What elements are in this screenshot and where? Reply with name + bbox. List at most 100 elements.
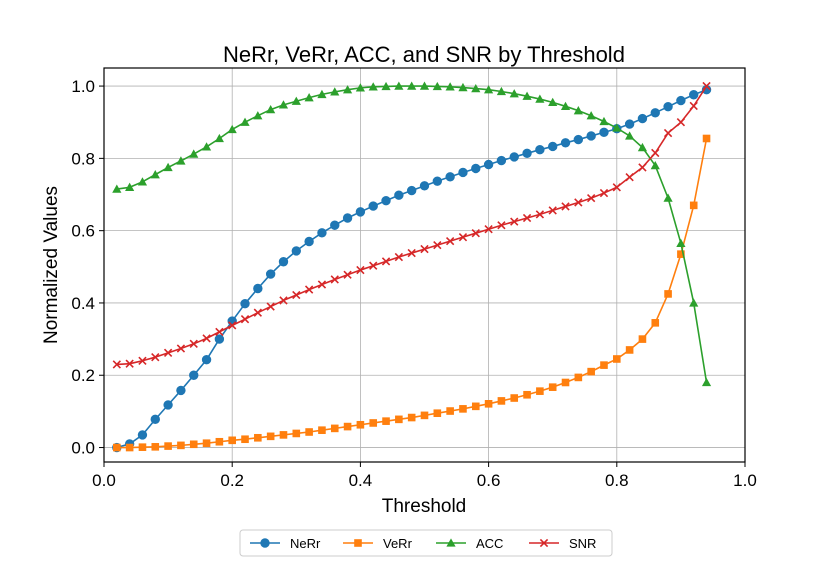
nerr-point [342, 213, 353, 223]
legend-marker [539, 538, 549, 548]
acc-point [471, 84, 481, 93]
verr-point [254, 433, 262, 442]
nerr-point [509, 152, 519, 162]
verr-point [561, 378, 570, 387]
legend-label: VeRr [383, 536, 413, 551]
nerr-point [676, 95, 686, 106]
snr-point [112, 360, 121, 369]
verr-line [116, 138, 708, 449]
verr-point [471, 402, 480, 411]
verr-point [523, 390, 531, 399]
verr-point [433, 409, 442, 418]
nerr-point [419, 181, 430, 191]
acc-point [176, 156, 186, 165]
nerr-point [522, 148, 532, 159]
snr-point [304, 285, 314, 294]
verr-point [497, 397, 506, 405]
nerr-point [137, 430, 148, 440]
legend-label: NeRr [290, 536, 321, 551]
acc-point [522, 91, 532, 100]
nerr-point [573, 134, 584, 145]
nerr-point [624, 119, 635, 129]
verr-point [125, 443, 134, 452]
nerr-point [381, 195, 391, 206]
nerr-point [265, 269, 276, 279]
snr-point [510, 217, 519, 226]
acc-point [214, 133, 224, 143]
nerr-point [637, 113, 648, 124]
verr-point [318, 426, 326, 434]
acc-point [112, 184, 122, 193]
acc-point [509, 89, 519, 98]
verr-point [138, 443, 147, 451]
nerr-point [240, 298, 250, 309]
verr-point [638, 335, 647, 343]
grid [103, 68, 746, 462]
series-snr [112, 81, 711, 369]
y-tick-label: 1.0 [71, 77, 95, 96]
nerr-point [150, 414, 160, 425]
acc-point [573, 106, 583, 115]
verr-point [266, 432, 275, 441]
snr-point [586, 193, 596, 203]
verr-point [407, 413, 416, 422]
acc-point [394, 81, 404, 90]
verr-point [305, 428, 313, 436]
snr-point [189, 339, 198, 348]
snr-point [394, 252, 404, 262]
nerr-point [548, 141, 558, 152]
verr-point [241, 435, 249, 444]
acc-point [650, 160, 660, 170]
nerr-point [394, 190, 404, 200]
snr-point [125, 359, 134, 368]
acc-point [701, 377, 712, 387]
snr-point [445, 236, 455, 246]
verr-point [164, 442, 172, 450]
nerr-point [471, 163, 481, 174]
verr-point [189, 440, 198, 449]
acc-point [484, 85, 494, 94]
snr-point [535, 210, 545, 219]
legend-box [239, 529, 613, 557]
plot-area [103, 67, 746, 463]
verr-point [202, 439, 211, 448]
snr-point [612, 183, 621, 192]
acc-point [445, 82, 455, 91]
legend-label: SNR [569, 536, 596, 551]
snr-point [292, 290, 301, 300]
nerr-point [189, 370, 199, 380]
verr-point [587, 367, 595, 376]
verr-point [459, 405, 467, 413]
acc-point [163, 162, 173, 172]
snr-point [689, 101, 698, 111]
verr-point [625, 346, 634, 354]
snr-point [471, 229, 480, 238]
acc-point [150, 170, 160, 179]
snr-point [279, 296, 288, 305]
nerr-point [496, 155, 507, 166]
y-tick-label: 0.4 [71, 294, 95, 313]
nerr-point [214, 334, 225, 344]
acc-point [266, 104, 276, 114]
verr-point [279, 431, 288, 439]
nerr-point [278, 257, 289, 267]
acc-point [548, 97, 558, 107]
snr-point [561, 202, 570, 211]
nerr-point [176, 385, 186, 396]
verr-point [343, 422, 352, 431]
nerr-line [116, 88, 707, 449]
verr-point [664, 290, 672, 298]
verr-point [356, 420, 365, 429]
snr-point [420, 244, 429, 254]
y-tick-label: 0.2 [71, 366, 95, 385]
snr-point [253, 308, 263, 317]
acc-point [137, 177, 148, 186]
acc-point [342, 85, 353, 94]
nerr-point [330, 220, 340, 230]
acc-point [663, 193, 673, 202]
verr-point [484, 400, 493, 408]
nerr-point [689, 90, 699, 100]
snr-point [138, 356, 147, 365]
nerr-point [163, 400, 173, 410]
y-axis-label: Normalized Values [41, 186, 62, 344]
